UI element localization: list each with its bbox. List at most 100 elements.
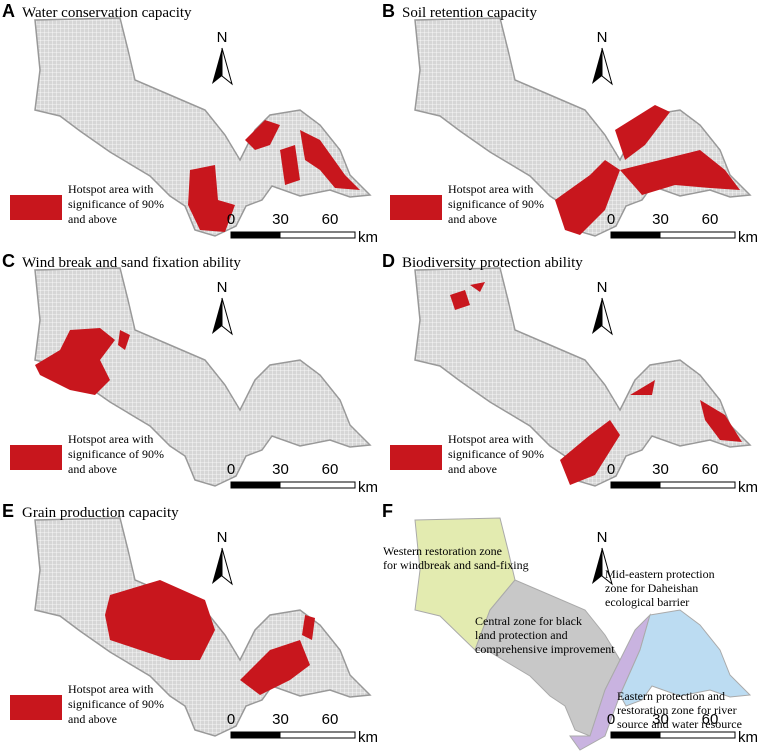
panel-letter: A	[2, 1, 15, 21]
hotspot-area	[188, 165, 235, 232]
scale-label: 60	[322, 211, 339, 228]
map-panel: A Water conservation capacity N Hotspot are…	[2, 1, 378, 246]
map-panel: E Grain production capacity N Hotspot area …	[2, 501, 378, 746]
scale-label: 30	[652, 461, 669, 478]
scale-bar	[231, 732, 281, 738]
zone-label: source and water resource	[617, 717, 742, 731]
zone-label: ecological barrier	[605, 595, 689, 609]
legend-swatch	[10, 195, 62, 220]
zone-label: Eastern protection and	[617, 689, 725, 703]
zone-label: Mid-eastern protection	[605, 567, 715, 581]
north-arrow	[601, 547, 613, 586]
zone-label: Western restoration zone	[383, 544, 502, 558]
north-arrow	[601, 47, 613, 86]
north-arrow	[221, 297, 233, 336]
scale-label: 60	[702, 711, 719, 728]
north-arrow	[212, 548, 222, 584]
scale-label: 30	[652, 711, 669, 728]
scale-bar	[611, 732, 661, 738]
scale-label: 60	[702, 461, 719, 478]
scale-unit: km	[738, 729, 758, 746]
panel-letter: E	[2, 501, 14, 521]
zone-label: restoration zone for river	[617, 703, 737, 717]
scale-label: 60	[322, 461, 339, 478]
scale-label: 0	[607, 211, 615, 228]
legend-text: Hotspot area with	[448, 432, 533, 446]
hotspot-area	[35, 328, 115, 395]
legend-text: significance of 90%	[68, 197, 164, 211]
scale-bar	[611, 232, 661, 238]
north-label: N	[597, 529, 608, 546]
hotspot-area	[620, 150, 740, 195]
scale-label: 60	[702, 211, 719, 228]
legend-swatch	[390, 195, 442, 220]
legend-text: Hotspot area with	[68, 432, 153, 446]
map-panel: C Wind break and sand fixation ability N Ho…	[2, 251, 378, 496]
hotspot-area	[555, 160, 620, 235]
hotspot-area	[630, 380, 655, 395]
hotspot-area	[470, 282, 485, 292]
legend-swatch	[10, 695, 62, 720]
panel-title: Wind break and sand fixation ability	[22, 255, 241, 271]
panel-letter: F	[382, 501, 393, 521]
scale-unit: km	[358, 479, 378, 496]
scale-unit: km	[358, 229, 378, 246]
legend-swatch	[10, 445, 62, 470]
legend-text: and above	[448, 212, 497, 226]
north-arrow	[601, 297, 613, 336]
zone-area	[619, 609, 752, 707]
north-arrow	[221, 547, 233, 586]
scale-bar	[231, 232, 281, 238]
zone-label: for windbreak and sand-fixing	[383, 558, 529, 572]
north-arrow	[212, 298, 222, 334]
panel-title: Biodiversity protection ability	[402, 255, 583, 271]
panel-letter: B	[382, 1, 395, 21]
north-label: N	[217, 29, 228, 46]
legend-text: significance of 90%	[448, 447, 544, 461]
hotspot-area	[560, 420, 620, 485]
hotspot-area	[240, 640, 310, 695]
legend-text: and above	[68, 462, 117, 476]
scale-unit: km	[738, 229, 758, 246]
scale-unit: km	[358, 729, 378, 746]
legend-text: Hotspot area with	[448, 182, 533, 196]
hotspot-area	[302, 615, 315, 640]
zone-label: comprehensive improvement	[475, 642, 615, 656]
north-arrow	[592, 298, 602, 334]
panel-title: Grain production capacity	[22, 505, 179, 521]
scale-label: 0	[227, 211, 235, 228]
legend-text: significance of 90%	[68, 697, 164, 711]
scale-label: 30	[272, 461, 289, 478]
hotspot-area	[450, 290, 470, 310]
scale-label: 30	[272, 711, 289, 728]
hotspot-area	[280, 145, 300, 185]
zone-label: Central zone for black	[475, 614, 582, 628]
north-label: N	[597, 29, 608, 46]
zone-label: land protection and	[475, 628, 568, 642]
legend-text: significance of 90%	[68, 447, 164, 461]
panel-title: Soil retention capacity	[402, 5, 537, 21]
north-arrow	[592, 48, 602, 84]
panel-title: Water conservation capacity	[22, 5, 192, 21]
panel-letter: D	[382, 251, 395, 271]
scale-unit: km	[738, 479, 758, 496]
map-panel: D Biodiversity protection ability N Hotspot…	[382, 251, 758, 496]
north-label: N	[217, 279, 228, 296]
scale-bar	[231, 482, 281, 488]
scale-label: 0	[607, 461, 615, 478]
hotspot-area	[105, 580, 215, 660]
scale-label: 30	[272, 211, 289, 228]
scale-bar	[611, 482, 661, 488]
zone-label: zone for Daheishan	[605, 581, 698, 595]
scale-label: 60	[322, 711, 339, 728]
hotspot-area	[300, 130, 360, 190]
map-panel: B Soil retention capacity N Hotspot area wi…	[382, 1, 758, 246]
hotspot-area	[700, 400, 742, 442]
legend-text: Hotspot area with	[68, 682, 153, 696]
legend-text: Hotspot area with	[68, 182, 153, 196]
hotspot-area	[118, 330, 130, 350]
north-arrow	[221, 47, 233, 86]
scale-label: 0	[227, 461, 235, 478]
north-label: N	[217, 529, 228, 546]
panel-letter: C	[2, 251, 15, 271]
